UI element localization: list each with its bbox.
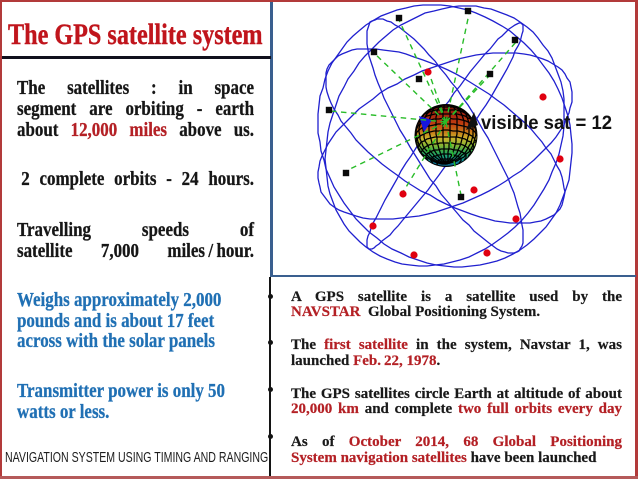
svg-text:visible sat = 12: visible sat = 12	[481, 113, 612, 134]
